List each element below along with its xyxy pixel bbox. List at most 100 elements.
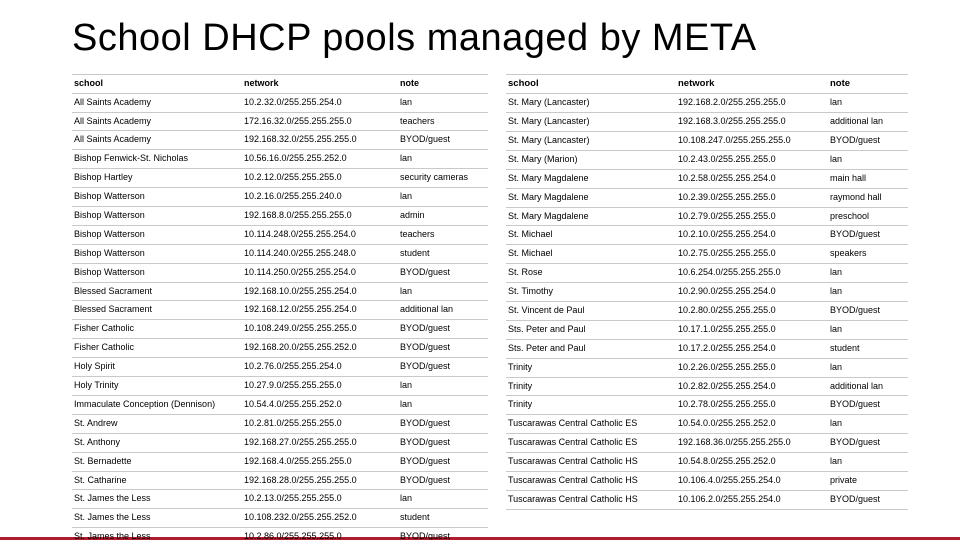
cell-school: St. Catharine	[72, 471, 242, 490]
cell-note: teachers	[398, 225, 488, 244]
cell-network: 10.2.76.0/255.255.254.0	[242, 358, 398, 377]
cell-note: security cameras	[398, 169, 488, 188]
table-row: Bishop Watterson10.114.240.0/255.255.248…	[72, 244, 488, 263]
cell-school: St. Bernadette	[72, 452, 242, 471]
cell-note: BYOD/guest	[828, 226, 908, 245]
table-row: Bishop Watterson10.114.250.0/255.255.254…	[72, 263, 488, 282]
cell-network: 10.54.8.0/255.255.252.0	[676, 453, 828, 472]
cell-school: Holy Trinity	[72, 377, 242, 396]
cell-note: lan	[828, 415, 908, 434]
cell-network: 10.2.58.0/255.255.254.0	[676, 169, 828, 188]
cell-school: St. Anthony	[72, 433, 242, 452]
page-title: School DHCP pools managed by META	[72, 18, 914, 60]
cell-network: 172.16.32.0/255.255.255.0	[242, 112, 398, 131]
cell-school: Tuscarawas Central Catholic HS	[506, 472, 676, 491]
cell-note: lan	[398, 188, 488, 207]
table-row: Immaculate Conception (Dennison)10.54.4.…	[72, 395, 488, 414]
table-body-left: All Saints Academy10.2.32.0/255.255.254.…	[72, 93, 488, 540]
cell-school: St. Mary (Lancaster)	[506, 113, 676, 132]
cell-network: 192.168.12.0/255.255.254.0	[242, 301, 398, 320]
cell-note: BYOD/guest	[398, 263, 488, 282]
cell-network: 10.106.4.0/255.255.254.0	[676, 472, 828, 491]
table-row: Tuscarawas Central Catholic HS10.106.2.0…	[506, 490, 908, 509]
col-school: school	[506, 74, 676, 93]
cell-school: Fisher Catholic	[72, 339, 242, 358]
table-row: Blessed Sacrament192.168.12.0/255.255.25…	[72, 301, 488, 320]
cell-note: lan	[398, 395, 488, 414]
cell-network: 192.168.27.0/255.255.255.0	[242, 433, 398, 452]
cell-network: 10.56.16.0/255.255.252.0	[242, 150, 398, 169]
cell-note: lan	[398, 93, 488, 112]
cell-school: Blessed Sacrament	[72, 301, 242, 320]
table-row: St. Timothy10.2.90.0/255.255.254.0lan	[506, 283, 908, 302]
col-network: network	[242, 74, 398, 93]
cell-school: St. Timothy	[506, 283, 676, 302]
cell-note: private	[828, 472, 908, 491]
cell-network: 10.2.43.0/255.255.255.0	[676, 150, 828, 169]
table-header-row: school network note	[72, 74, 488, 93]
cell-school: Bishop Fenwick-St. Nicholas	[72, 150, 242, 169]
cell-note: lan	[828, 453, 908, 472]
cell-school: St. Mary (Lancaster)	[506, 94, 676, 113]
cell-school: Blessed Sacrament	[72, 282, 242, 301]
cell-note: speakers	[828, 245, 908, 264]
cell-school: St. James the Less	[72, 490, 242, 509]
cell-school: Tuscarawas Central Catholic ES	[506, 434, 676, 453]
cell-school: Trinity	[506, 377, 676, 396]
cell-network: 10.17.1.0/255.255.255.0	[676, 320, 828, 339]
table-row: St. Catharine192.168.28.0/255.255.255.0B…	[72, 471, 488, 490]
col-note: note	[828, 74, 908, 93]
cell-note: BYOD/guest	[398, 358, 488, 377]
cell-network: 192.168.28.0/255.255.255.0	[242, 471, 398, 490]
table-row: Fisher Catholic192.168.20.0/255.255.252.…	[72, 339, 488, 358]
cell-school: Sts. Peter and Paul	[506, 339, 676, 358]
cell-note: BYOD/guest	[398, 320, 488, 339]
dhcp-table-right: school network note St. Mary (Lancaster)…	[506, 74, 908, 510]
cell-network: 10.2.81.0/255.255.255.0	[242, 414, 398, 433]
cell-note: BYOD/guest	[828, 302, 908, 321]
table-row: Holy Trinity10.27.9.0/255.255.255.0lan	[72, 377, 488, 396]
table-row: St. Vincent de Paul10.2.80.0/255.255.255…	[506, 302, 908, 321]
cell-school: Bishop Watterson	[72, 207, 242, 226]
cell-network: 192.168.10.0/255.255.254.0	[242, 282, 398, 301]
table-row: St. Andrew10.2.81.0/255.255.255.0BYOD/gu…	[72, 414, 488, 433]
table-row: St. Michael10.2.75.0/255.255.255.0speake…	[506, 245, 908, 264]
table-row: Trinity10.2.26.0/255.255.255.0lan	[506, 358, 908, 377]
cell-note: lan	[828, 320, 908, 339]
table-row: Trinity10.2.82.0/255.255.254.0additional…	[506, 377, 908, 396]
cell-school: St. Andrew	[72, 414, 242, 433]
cell-network: 192.168.36.0/255.255.255.0	[676, 434, 828, 453]
cell-note: teachers	[398, 112, 488, 131]
cell-note: additional lan	[828, 377, 908, 396]
cell-school: Tuscarawas Central Catholic ES	[506, 415, 676, 434]
table-row: St. Mary Magdalene10.2.39.0/255.255.255.…	[506, 188, 908, 207]
col-school: school	[72, 74, 242, 93]
table-header-row: school network note	[506, 74, 908, 93]
cell-school: Bishop Watterson	[72, 225, 242, 244]
cell-note: lan	[398, 150, 488, 169]
table-row: Sts. Peter and Paul10.17.1.0/255.255.255…	[506, 320, 908, 339]
cell-network: 10.2.90.0/255.255.254.0	[676, 283, 828, 302]
cell-note: BYOD/guest	[828, 434, 908, 453]
table-row: St. Bernadette192.168.4.0/255.255.255.0B…	[72, 452, 488, 471]
cell-school: St. Mary Magdalene	[506, 188, 676, 207]
cell-school: St. Mary Magdalene	[506, 207, 676, 226]
table-row: St. Mary Magdalene10.2.79.0/255.255.255.…	[506, 207, 908, 226]
cell-network: 10.2.86.0/255.255.255.0	[242, 528, 398, 540]
cell-note: BYOD/guest	[398, 528, 488, 540]
cell-network: 10.2.79.0/255.255.255.0	[676, 207, 828, 226]
slide: School DHCP pools managed by META school…	[0, 0, 960, 540]
cell-school: St. Michael	[506, 245, 676, 264]
dhcp-table-left: school network note All Saints Academy10…	[72, 74, 488, 540]
cell-school: Bishop Watterson	[72, 263, 242, 282]
cell-school: Trinity	[506, 358, 676, 377]
table-row: St. Michael10.2.10.0/255.255.254.0BYOD/g…	[506, 226, 908, 245]
table-row: Trinity10.2.78.0/255.255.255.0BYOD/guest	[506, 396, 908, 415]
cell-school: All Saints Academy	[72, 112, 242, 131]
cell-network: 10.2.10.0/255.255.254.0	[676, 226, 828, 245]
cell-school: Tuscarawas Central Catholic HS	[506, 490, 676, 509]
cell-school: Bishop Watterson	[72, 188, 242, 207]
cell-network: 192.168.8.0/255.255.255.0	[242, 207, 398, 226]
cell-school: Trinity	[506, 396, 676, 415]
table-row: All Saints Academy172.16.32.0/255.255.25…	[72, 112, 488, 131]
